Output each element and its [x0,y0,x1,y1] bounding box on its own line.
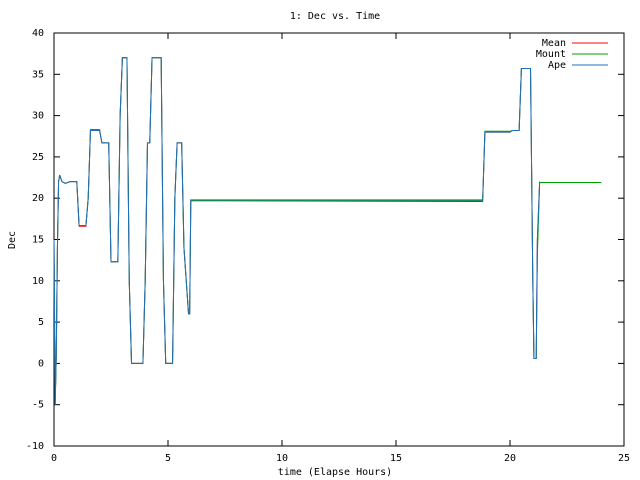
legend-label: Ape [548,60,566,71]
y-tick-label: 10 [32,276,44,287]
y-tick-label: 15 [32,235,44,246]
plot-border [53,32,625,447]
series-line [53,57,541,405]
x-tick-label: 20 [504,453,516,464]
x-tick-label: 15 [390,453,402,464]
x-tick-label: 0 [51,453,57,464]
y-tick-label: 20 [32,193,44,204]
y-tick-label: 30 [32,111,44,122]
legend-label: Mean [542,38,566,49]
chart-title: 1: Dec vs. Time [290,11,380,22]
x-tick-label: 5 [165,453,171,464]
y-tick-label: 35 [32,69,44,80]
legend-label: Mount [536,49,566,60]
y-tick-label: 0 [38,358,44,369]
series-line [53,57,602,405]
series-line [53,57,541,405]
y-tick-label: -10 [26,441,44,452]
y-tick-label: 25 [32,152,44,163]
y-tick-label: -5 [32,400,44,411]
y-tick-label: 5 [38,317,44,328]
x-tick-label: 25 [618,453,630,464]
y-axis-label: Dec [7,231,18,249]
x-axis-label: time (Elapse Hours) [278,467,392,478]
x-tick-label: 10 [276,453,288,464]
y-tick-label: 40 [32,28,44,39]
